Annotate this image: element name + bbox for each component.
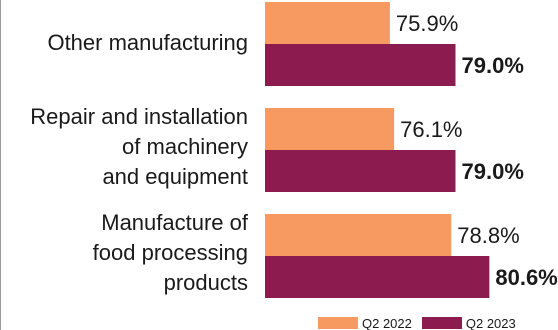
legend-label-q2-2023: Q2 2023 xyxy=(465,316,516,330)
category-label-food-processing: Manufacture of food processing products xyxy=(92,210,248,295)
data-label-q2-2023-0: 79.0% xyxy=(462,53,524,78)
left-axis-rule xyxy=(0,0,1,330)
bar-q2-2022-2 xyxy=(265,214,452,256)
data-label-q2-2022-0: 75.9% xyxy=(396,11,458,36)
category-label-other-manufacturing: Other manufacturing xyxy=(47,30,248,55)
legend-label-q2-2022: Q2 2022 xyxy=(362,316,412,330)
legend-swatch-q2-2023 xyxy=(421,317,462,329)
legend-item-q2-2022: Q2 2022 xyxy=(318,316,412,330)
bar-q2-2022-0 xyxy=(265,2,390,44)
data-label-q2-2022-2: 78.8% xyxy=(457,223,519,248)
bar-q2-2023-0 xyxy=(265,44,456,86)
bar-q2-2022-1 xyxy=(265,108,395,150)
legend: Q2 2022 Q2 2023 xyxy=(318,316,516,330)
bar-q2-2023-1 xyxy=(265,150,456,192)
data-label-q2-2023-1: 79.0% xyxy=(462,159,524,184)
bar-q2-2023-2 xyxy=(265,256,490,298)
data-label-q2-2022-1: 76.1% xyxy=(400,117,462,142)
data-label-q2-2023-2: 80.6% xyxy=(495,265,557,290)
legend-swatch-q2-2022 xyxy=(318,317,358,329)
legend-item-q2-2023: Q2 2023 xyxy=(421,316,516,330)
category-label-repair-installation: Repair and installation of machinery and… xyxy=(30,104,248,189)
